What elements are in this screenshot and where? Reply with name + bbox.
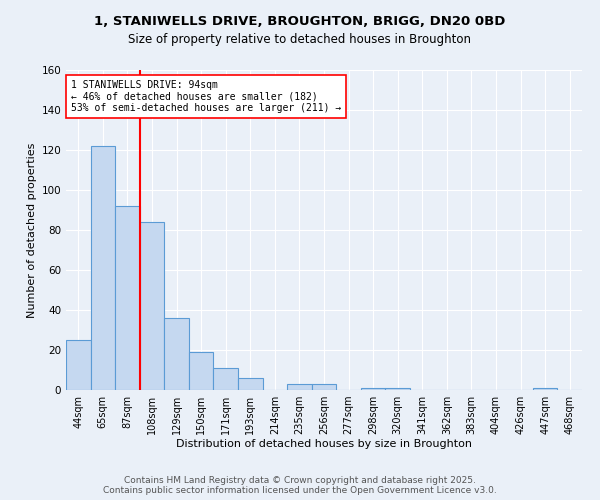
Bar xyxy=(533,388,557,390)
X-axis label: Distribution of detached houses by size in Broughton: Distribution of detached houses by size … xyxy=(176,438,472,448)
Bar xyxy=(115,206,140,390)
Text: 1 STANIWELLS DRIVE: 94sqm
← 46% of detached houses are smaller (182)
53% of semi: 1 STANIWELLS DRIVE: 94sqm ← 46% of detac… xyxy=(71,80,341,113)
Bar xyxy=(312,384,336,390)
Bar xyxy=(189,352,214,390)
Text: 1, STANIWELLS DRIVE, BROUGHTON, BRIGG, DN20 0BD: 1, STANIWELLS DRIVE, BROUGHTON, BRIGG, D… xyxy=(94,15,506,28)
Text: Size of property relative to detached houses in Broughton: Size of property relative to detached ho… xyxy=(128,32,472,46)
Bar xyxy=(385,388,410,390)
Bar xyxy=(140,222,164,390)
Bar xyxy=(91,146,115,390)
Y-axis label: Number of detached properties: Number of detached properties xyxy=(27,142,37,318)
Text: Contains HM Land Registry data © Crown copyright and database right 2025.
Contai: Contains HM Land Registry data © Crown c… xyxy=(103,476,497,495)
Bar xyxy=(361,388,385,390)
Bar xyxy=(66,340,91,390)
Bar xyxy=(238,378,263,390)
Bar xyxy=(214,368,238,390)
Bar xyxy=(287,384,312,390)
Bar xyxy=(164,318,189,390)
